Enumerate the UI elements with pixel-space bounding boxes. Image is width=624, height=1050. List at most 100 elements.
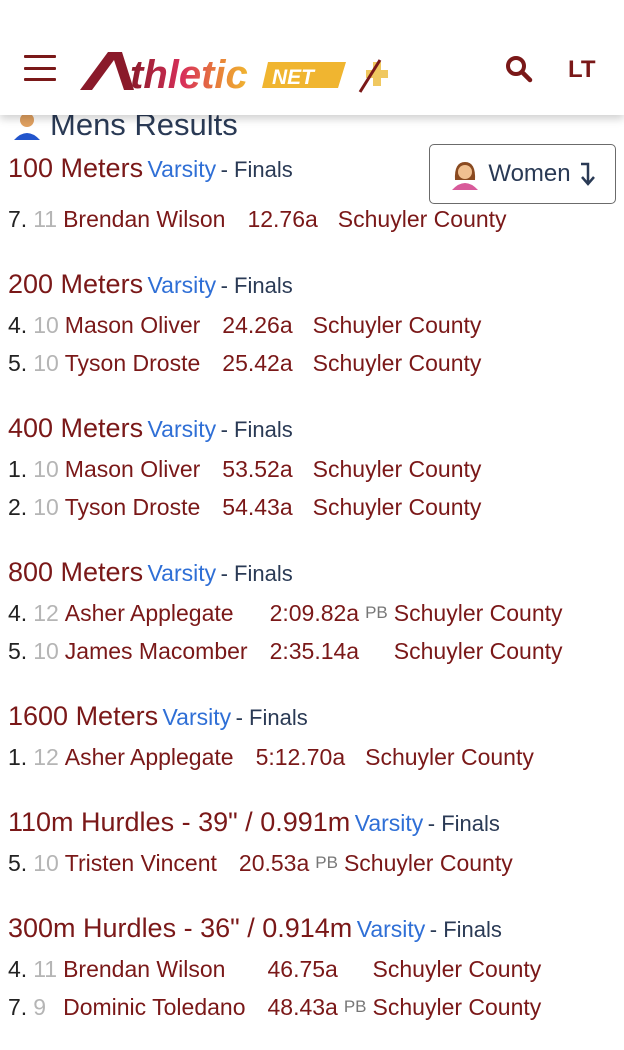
- results-table: 1. 10 Mason Oliver 53.52a Schuyler Count…: [8, 450, 491, 526]
- place: 7.: [8, 993, 28, 1020]
- pb-badge: PB: [365, 603, 388, 622]
- athlete-link[interactable]: Asher Applegate: [64, 599, 234, 626]
- result-time-link[interactable]: 5:12.70a: [255, 743, 346, 770]
- team-link[interactable]: Schuyler County: [372, 955, 542, 982]
- team-link[interactable]: Schuyler County: [312, 349, 482, 376]
- pb-badge: [344, 950, 373, 988]
- event-section: 800 Meters Varsity - Finals 4. 12 Asher …: [8, 550, 624, 670]
- event-heading: 110m Hurdles - 39" / 0.991m Varsity - Fi…: [8, 800, 624, 844]
- division-link[interactable]: Varsity: [147, 272, 217, 298]
- top-nav: thletic NET LT: [0, 0, 624, 115]
- team-link[interactable]: Schuyler County: [312, 455, 482, 482]
- pb-badge: [365, 632, 394, 670]
- round-label: - Finals: [220, 157, 293, 182]
- team-link[interactable]: Schuyler County: [337, 205, 507, 232]
- pb-badge: PB: [343, 997, 367, 1016]
- athlete-link[interactable]: Mason Oliver: [64, 455, 201, 482]
- result-row: 2. 10 Tyson Droste 54.43a Schuyler Count…: [8, 488, 491, 526]
- pb-badge: [351, 738, 365, 776]
- pb-badge: [299, 306, 313, 344]
- grade: 12: [33, 599, 59, 626]
- result-time-link[interactable]: 25.42a: [222, 349, 293, 376]
- grade: 10: [33, 455, 59, 482]
- division-link[interactable]: Varsity: [147, 416, 217, 442]
- result-row: 5. 10 Tristen Vincent 20.53a PB Schuyler…: [8, 844, 523, 882]
- result-row: 1. 12 Asher Applegate 5:12.70a Schuyler …: [8, 738, 544, 776]
- result-time-link[interactable]: 54.43a: [222, 493, 293, 520]
- division-link[interactable]: Varsity: [162, 704, 232, 730]
- hamburger-menu-icon[interactable]: [24, 55, 56, 81]
- team-link[interactable]: Schuyler County: [372, 993, 542, 1020]
- athleticnet-logo[interactable]: thletic NET: [78, 48, 388, 101]
- result-row: 5. 10 Tyson Droste 25.42a Schuyler Count…: [8, 344, 491, 382]
- event-name-link[interactable]: 800 Meters: [8, 557, 144, 587]
- pb-badge: [324, 200, 338, 238]
- event-heading: 300m Hurdles - 36" / 0.914m Varsity - Fi…: [8, 906, 624, 950]
- athlete-link[interactable]: Tyson Droste: [64, 493, 201, 520]
- place: 4.: [8, 599, 28, 626]
- grade: 10: [33, 849, 59, 876]
- event-name-link[interactable]: 300m Hurdles - 36" / 0.914m: [8, 913, 353, 943]
- result-time-link[interactable]: 20.53a: [238, 849, 310, 876]
- result-time-link[interactable]: 2:09.82a: [269, 599, 360, 626]
- division-link[interactable]: Varsity: [147, 156, 217, 182]
- result-row: 4. 12 Asher Applegate 2:09.82a PB Schuyl…: [8, 594, 573, 632]
- event-heading: 800 Meters Varsity - Finals: [8, 550, 624, 594]
- athlete-link[interactable]: Tristen Vincent: [64, 849, 217, 876]
- pb-badge: PB: [315, 853, 338, 872]
- event-heading: 400 Meters Varsity - Finals: [8, 406, 624, 450]
- result-time-link[interactable]: 46.75a: [267, 955, 338, 982]
- athlete-link[interactable]: James Macomber: [64, 637, 248, 664]
- results-table: 7. 11 Brendan Wilson 12.76a Schuyler Cou…: [8, 200, 517, 238]
- result-time-link[interactable]: 24.26a: [222, 311, 293, 338]
- event-section: 110m Hurdles - 39" / 0.991m Varsity - Fi…: [8, 800, 624, 882]
- svg-text:thletic: thletic: [130, 53, 248, 96]
- event-section: 200 Meters Varsity - Finals 4. 10 Mason …: [8, 262, 624, 382]
- event-name-link[interactable]: 200 Meters: [8, 269, 144, 299]
- round-label: - Finals: [235, 705, 308, 730]
- grade: 12: [33, 743, 59, 770]
- account-initials[interactable]: LT: [568, 56, 596, 83]
- search-icon[interactable]: [505, 55, 533, 88]
- athlete-link[interactable]: Asher Applegate: [64, 743, 234, 770]
- event-section: 1600 Meters Varsity - Finals 1. 12 Asher…: [8, 694, 624, 776]
- division-link[interactable]: Varsity: [147, 560, 217, 586]
- team-link[interactable]: Schuyler County: [393, 599, 563, 626]
- event-section: 300m Hurdles - 36" / 0.914m Varsity - Fi…: [8, 906, 624, 1026]
- athlete-link[interactable]: Mason Oliver: [64, 311, 201, 338]
- arrow-down-icon: [580, 162, 595, 186]
- result-row: 7. 9 Dominic Toledano 48.43a PB Schuyler…: [8, 988, 551, 1026]
- place: 1.: [8, 743, 28, 770]
- team-link[interactable]: Schuyler County: [393, 637, 563, 664]
- athlete-link[interactable]: Dominic Toledano: [63, 993, 246, 1020]
- event-name-link[interactable]: 110m Hurdles - 39" / 0.991m: [8, 807, 351, 837]
- place: 7.: [8, 205, 28, 232]
- grade: 10: [33, 637, 59, 664]
- grade: 11: [33, 955, 58, 982]
- team-link[interactable]: Schuyler County: [312, 311, 482, 338]
- place: 4.: [8, 955, 28, 982]
- event-section: 400 Meters Varsity - Finals 1. 10 Mason …: [8, 406, 624, 526]
- athlete-link[interactable]: Tyson Droste: [64, 349, 201, 376]
- results-content: Mens Results Women 100 Meters Varsity - …: [8, 104, 624, 1050]
- result-time-link[interactable]: 2:35.14a: [269, 637, 360, 664]
- place: 5.: [8, 349, 28, 376]
- result-row: 4. 11 Brendan Wilson 46.75a Schuyler Cou…: [8, 950, 551, 988]
- woman-icon: [452, 162, 479, 190]
- division-link[interactable]: Varsity: [354, 810, 424, 836]
- division-link[interactable]: Varsity: [356, 916, 426, 942]
- result-time-link[interactable]: 12.76a: [247, 205, 318, 232]
- athlete-link[interactable]: Brendan Wilson: [63, 205, 226, 232]
- team-link[interactable]: Schuyler County: [343, 849, 513, 876]
- athlete-link[interactable]: Brendan Wilson: [63, 955, 226, 982]
- result-time-link[interactable]: 53.52a: [222, 455, 293, 482]
- women-results-button[interactable]: Women: [429, 144, 616, 204]
- event-name-link[interactable]: 1600 Meters: [8, 701, 159, 731]
- team-link[interactable]: Schuyler County: [365, 743, 534, 770]
- team-link[interactable]: Schuyler County: [312, 493, 482, 520]
- event-name-link[interactable]: 100 Meters: [8, 153, 144, 183]
- place: 2.: [8, 493, 28, 520]
- result-time-link[interactable]: 48.43a: [267, 993, 338, 1020]
- result-row: 7. 11 Brendan Wilson 12.76a Schuyler Cou…: [8, 200, 517, 238]
- event-name-link[interactable]: 400 Meters: [8, 413, 144, 443]
